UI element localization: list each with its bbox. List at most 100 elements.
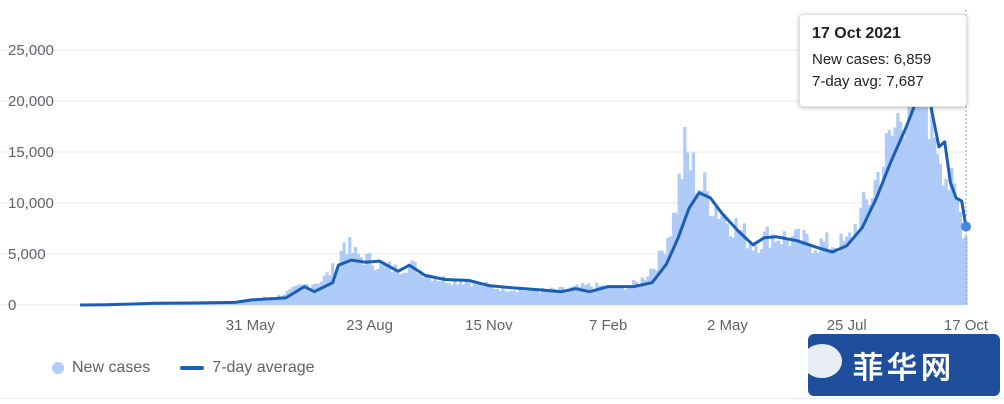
new-cases-bar: [652, 268, 656, 305]
new-cases-bar: [688, 170, 693, 305]
new-cases-bar: [623, 289, 627, 305]
new-cases-bar: [581, 283, 585, 305]
new-cases-bar: [473, 280, 477, 305]
new-cases-bar: [927, 139, 931, 305]
new-cases-bar: [708, 216, 713, 305]
y-tick-label: 10,000: [8, 195, 54, 212]
new-cases-bar: [592, 289, 596, 305]
new-cases-bar: [694, 193, 698, 305]
new-cases-bar: [257, 298, 261, 305]
new-cases-bar: [262, 296, 267, 305]
new-cases-bar: [839, 233, 843, 305]
new-cases-bar: [421, 277, 426, 305]
new-cases-bar: [686, 152, 690, 305]
new-cases-bar: [572, 285, 576, 305]
new-cases-bar: [921, 62, 926, 305]
legend-new-cases[interactable]: New cases: [52, 359, 150, 377]
new-cases-bar: [637, 285, 642, 305]
new-cases-bar: [847, 232, 852, 305]
new-cases-bar: [819, 238, 823, 305]
new-cases-bar: [569, 286, 573, 305]
new-cases-bar: [563, 289, 568, 305]
new-cases-bar: [561, 287, 565, 305]
hover-point[interactable]: [961, 221, 971, 232]
new-cases-bar: [691, 152, 696, 305]
legend-avg[interactable]: 7-day average: [180, 359, 315, 377]
new-cases-bar: [941, 185, 945, 305]
new-cases-bar: [808, 244, 812, 305]
new-cases-bar: [515, 292, 519, 305]
new-cases-bar: [265, 297, 270, 305]
new-cases-bar: [626, 286, 630, 305]
new-cases-bar: [762, 231, 766, 305]
new-cases-bar: [368, 252, 372, 305]
new-cases-bar: [603, 287, 607, 305]
new-cases-bar: [410, 260, 414, 305]
new-cases-bar: [788, 245, 792, 305]
new-cases-bar: [836, 252, 840, 305]
new-cases-bar: [439, 280, 443, 305]
new-cases-bar: [297, 284, 301, 305]
new-cases-bar: [779, 244, 784, 305]
new-cases-bar: [495, 288, 500, 305]
tooltip-new-cases-value: 6,859: [893, 51, 932, 68]
x-tick-label: 17 Oct: [944, 317, 989, 334]
new-cases-bar: [754, 245, 758, 305]
new-cases-bar: [271, 297, 275, 305]
new-cases-bar: [447, 283, 451, 305]
new-cases-bar: [490, 285, 494, 305]
new-cases-bar: [663, 254, 667, 305]
legend-line-icon: [180, 366, 205, 370]
new-cases-bar: [311, 284, 315, 305]
new-cases-bar: [757, 252, 761, 305]
new-cases-bar: [918, 92, 923, 305]
new-cases-bar: [356, 253, 360, 305]
new-cases-bar: [535, 290, 539, 305]
new-cases-bar: [436, 281, 440, 305]
new-cases-bar: [365, 253, 369, 305]
new-cases-bar: [450, 284, 454, 305]
new-cases-bar: [586, 283, 590, 305]
new-cases-bar: [785, 238, 789, 305]
new-cases-bar: [302, 284, 306, 305]
x-tick-label: 23 Aug: [346, 317, 393, 334]
hover-tooltip: 17 Oct 2021 New cases: 6,859 7-day avg: …: [799, 14, 967, 107]
new-cases-bar: [634, 281, 639, 305]
new-cases-bar: [538, 292, 542, 305]
new-cases-bar: [552, 288, 556, 305]
new-cases-bar: [350, 253, 355, 305]
new-cases-bar: [842, 240, 846, 305]
tooltip-avg: 7-day avg: 7,687: [812, 71, 954, 93]
new-cases-bar: [333, 274, 338, 305]
new-cases-bar: [416, 273, 420, 305]
new-cases-bars: [81, 45, 968, 306]
new-cases-bar: [399, 274, 403, 305]
new-cases-bar: [830, 247, 835, 305]
new-cases-bar: [859, 207, 863, 305]
new-cases-bar: [467, 282, 471, 305]
new-cases-bar: [527, 290, 531, 305]
watermark-text: 菲华网: [853, 351, 955, 386]
new-cases-bar: [879, 188, 883, 305]
new-cases-bar: [419, 269, 423, 305]
new-cases-bar: [680, 179, 684, 305]
new-cases-bar: [853, 223, 857, 305]
new-cases-bar: [339, 250, 343, 305]
new-cases-bar: [632, 279, 636, 305]
new-cases-bar: [870, 197, 874, 305]
new-cases-bar: [308, 287, 312, 305]
new-cases-bar: [825, 232, 829, 305]
y-tick-label: 5,000: [8, 246, 46, 263]
new-cases-bar: [583, 285, 588, 305]
new-cases-bar: [910, 50, 914, 306]
new-cases-bar: [291, 286, 295, 305]
new-cases-bar: [850, 238, 855, 305]
new-cases-bar: [955, 199, 960, 305]
new-cases-bar: [277, 294, 281, 305]
chat-bubble-icon: [802, 344, 842, 378]
new-cases-bar: [640, 277, 644, 305]
new-cases-bar: [816, 252, 820, 305]
new-cases-bar: [720, 215, 724, 305]
new-cases-bar: [737, 229, 741, 305]
new-cases-bar: [492, 288, 497, 305]
